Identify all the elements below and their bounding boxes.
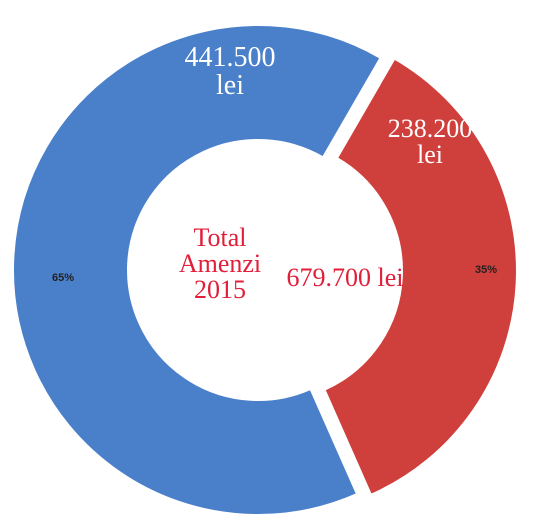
center-total: 679.700 lei [286,263,404,292]
percent-label: 35% [475,264,498,276]
center-title: Total Amenzi 2015 [178,223,262,304]
slice [323,57,518,497]
slice [12,24,382,516]
value-label: 441.500 lei [184,42,276,101]
percent-label: 65% [52,272,75,284]
value-label: 238.200 lei [387,114,473,169]
